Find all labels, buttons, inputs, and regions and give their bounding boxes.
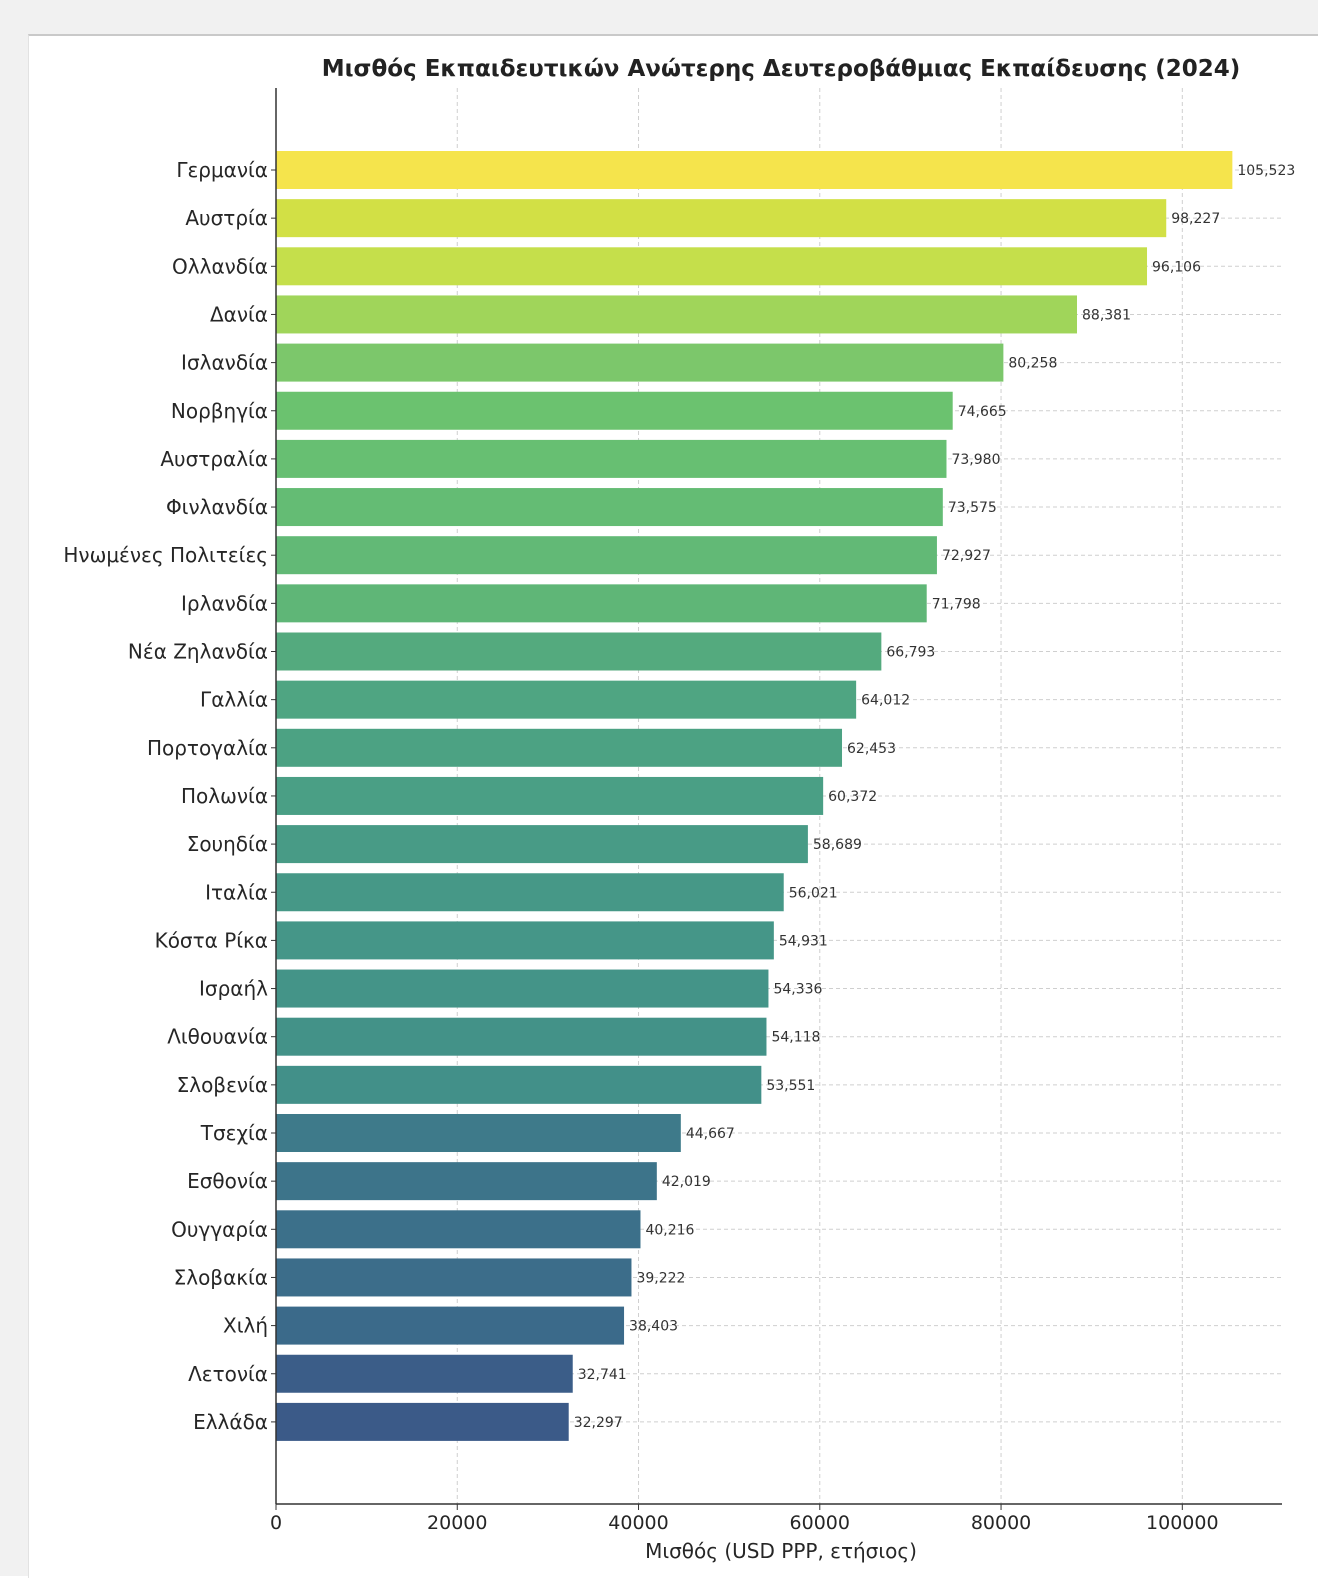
- x-tick-label: 0: [270, 1512, 282, 1534]
- bar: [276, 632, 882, 671]
- bar: [276, 391, 953, 430]
- category-label: Αυστρία: [185, 206, 268, 230]
- category-label: Γερμανία: [176, 158, 268, 182]
- category-label: Ισραήλ: [199, 977, 268, 1001]
- bar: [276, 343, 1004, 382]
- category-label: Χιλή: [223, 1314, 268, 1338]
- value-label: 42,019: [662, 1174, 711, 1190]
- category-label: Πορτογαλία: [147, 736, 268, 760]
- category-label: Ηνωμένες Πολιτείες: [63, 543, 268, 567]
- category-label: Νέα Ζηλανδία: [128, 640, 268, 664]
- bar: [276, 488, 943, 527]
- value-label: 73,575: [948, 500, 997, 516]
- category-label: Πολωνία: [181, 784, 268, 808]
- value-label: 40,216: [645, 1222, 694, 1238]
- x-tick-label: 20000: [427, 1512, 487, 1534]
- category-label: Ελλάδα: [193, 1410, 268, 1434]
- value-label: 66,793: [886, 645, 935, 661]
- category-label: Κόστα Ρίκα: [155, 928, 268, 952]
- bar: [276, 728, 843, 767]
- value-label: 74,665: [958, 404, 1007, 420]
- category-label: Ιρλανδία: [181, 591, 268, 615]
- category-label: Εσθονία: [187, 1169, 268, 1193]
- bar: [276, 1017, 767, 1056]
- value-label: 58,689: [813, 837, 862, 853]
- bar: [276, 1162, 657, 1201]
- value-label: 88,381: [1082, 307, 1131, 323]
- category-label: Ισλανδία: [181, 351, 268, 375]
- bar: [276, 1354, 573, 1393]
- bar: [276, 295, 1078, 334]
- bars: 105,523 98,227 96,106 88,381 80,258 74,665 73,…: [276, 151, 1295, 1441]
- category-label: Νορβηγία: [171, 399, 268, 423]
- chart-title: Μισθός Εκπαιδευτικών Ανώτερης Δευτεροβάθ…: [322, 56, 1241, 82]
- bar: [276, 584, 927, 623]
- bar: [276, 439, 947, 478]
- bar: [276, 1210, 641, 1249]
- value-label: 54,118: [771, 1030, 820, 1046]
- value-label: 56,021: [789, 885, 838, 901]
- value-label: 39,222: [636, 1270, 685, 1286]
- x-tick-label: 100000: [1146, 1512, 1219, 1534]
- figure-canvas: 105,523 98,227 96,106 88,381 80,258 74,665 73,…: [28, 34, 1318, 1578]
- bar: [276, 776, 824, 815]
- category-label: Δανία: [210, 302, 268, 326]
- category-label: Ουγγαρία: [171, 1217, 268, 1241]
- axes: Γερμανία Αυστρία Ολλανδία Δανία Ισλανδία Νορβ…: [63, 88, 1282, 1534]
- bar: [276, 247, 1148, 286]
- value-label: 38,403: [629, 1319, 678, 1335]
- x-tick-label: 40000: [608, 1512, 668, 1534]
- category-label: Σλοβακία: [174, 1265, 268, 1289]
- bar: [276, 199, 1167, 238]
- bar: [276, 969, 769, 1008]
- value-label: 53,551: [766, 1078, 815, 1094]
- bar: [276, 1114, 681, 1152]
- bar: [276, 1065, 762, 1104]
- bar: [276, 151, 1233, 189]
- category-label: Τσεχία: [200, 1121, 268, 1145]
- category-label: Σλοβενία: [177, 1073, 268, 1097]
- x-tick-label: 60000: [790, 1512, 850, 1534]
- category-label: Ολλανδία: [172, 254, 268, 278]
- bar: [276, 536, 937, 575]
- category-label: Ιταλία: [205, 880, 268, 904]
- value-label: 60,372: [828, 789, 877, 805]
- category-label: Γαλλία: [200, 688, 268, 712]
- value-label: 80,258: [1008, 356, 1057, 372]
- value-label: 96,106: [1152, 259, 1201, 275]
- bar: [276, 1306, 625, 1345]
- value-label: 54,336: [773, 982, 822, 998]
- value-label: 105,523: [1237, 163, 1295, 179]
- category-label: Φινλανδία: [166, 495, 268, 519]
- category-label: Σουηδία: [187, 832, 268, 856]
- category-label: Αυστραλία: [160, 447, 268, 471]
- value-label: 71,798: [932, 596, 981, 612]
- bar: [276, 825, 808, 864]
- value-label: 32,741: [578, 1367, 627, 1383]
- bar-chart: 105,523 98,227 96,106 88,381 80,258 74,665 73,…: [63, 56, 1295, 1563]
- value-label: 32,297: [574, 1415, 623, 1431]
- value-label: 64,012: [861, 693, 910, 709]
- value-label: 98,227: [1171, 211, 1220, 227]
- value-label: 44,667: [686, 1126, 735, 1142]
- value-label: 73,980: [951, 452, 1000, 468]
- bar: [276, 1402, 569, 1441]
- bar: [276, 680, 857, 719]
- value-label: 54,931: [779, 933, 828, 949]
- category-label: Λετονία: [188, 1362, 268, 1386]
- category-label: Λιθουανία: [167, 1025, 268, 1049]
- value-label: 62,453: [847, 741, 896, 757]
- x-tick-label: 80000: [971, 1512, 1031, 1534]
- bar: [276, 1258, 632, 1297]
- value-label: 72,927: [942, 548, 991, 564]
- x-axis-title: Μισθός (USD PPP, ετήσιος): [645, 1539, 917, 1563]
- bar: [276, 873, 784, 912]
- bar: [276, 921, 774, 960]
